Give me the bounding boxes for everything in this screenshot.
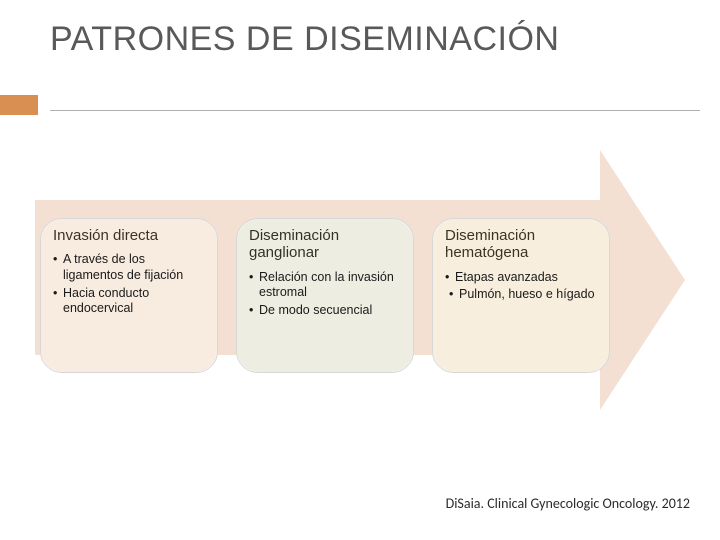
arrow-diagram: Invasión directa A través de los ligamen… — [35, 150, 685, 410]
sub-bullet-item: Pulmón, hueso e hígado — [449, 287, 599, 303]
bullet-item: Hacia conducto endocervical — [53, 286, 207, 317]
bullet-item: De modo secuencial — [249, 303, 403, 319]
box-row: Invasión directa A través de los ligamen… — [40, 218, 610, 373]
bullet-list: Etapas avanzadas Pulmón, hueso e hígado — [445, 270, 599, 303]
citation: DiSaia. Clinical Gynecologic Oncology. 2… — [446, 495, 690, 512]
bullet-item: Relación con la invasión estromal — [249, 270, 403, 301]
box-invasion-directa: Invasión directa A través de los ligamen… — [40, 218, 218, 373]
title-area: PATRONES DE DISEMINACIÓN — [50, 20, 690, 59]
box-title: Diseminación hematógena — [445, 227, 599, 262]
box-title: Invasión directa — [53, 227, 207, 244]
box-diseminacion-ganglionar: Diseminación ganglionar Relación con la … — [236, 218, 414, 373]
bullet-item: Etapas avanzadas — [445, 270, 599, 286]
bullet-list: A través de los ligamentos de fijación H… — [53, 252, 207, 317]
page-title: PATRONES DE DISEMINACIÓN — [50, 20, 690, 59]
arrow-head — [600, 150, 685, 410]
sub-bullet-list: Pulmón, hueso e hígado — [445, 287, 599, 303]
title-underline — [50, 110, 700, 111]
bullet-item: A través de los ligamentos de fijación — [53, 252, 207, 283]
accent-bar — [0, 95, 38, 115]
bullet-list: Relación con la invasión estromal De mod… — [249, 270, 403, 319]
box-diseminacion-hematogena: Diseminación hematógena Etapas avanzadas… — [432, 218, 610, 373]
box-title: Diseminación ganglionar — [249, 227, 403, 262]
